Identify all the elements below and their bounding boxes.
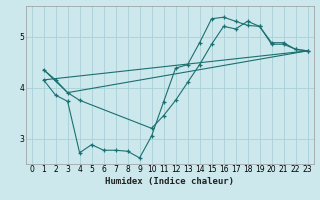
X-axis label: Humidex (Indice chaleur): Humidex (Indice chaleur) [105,177,234,186]
